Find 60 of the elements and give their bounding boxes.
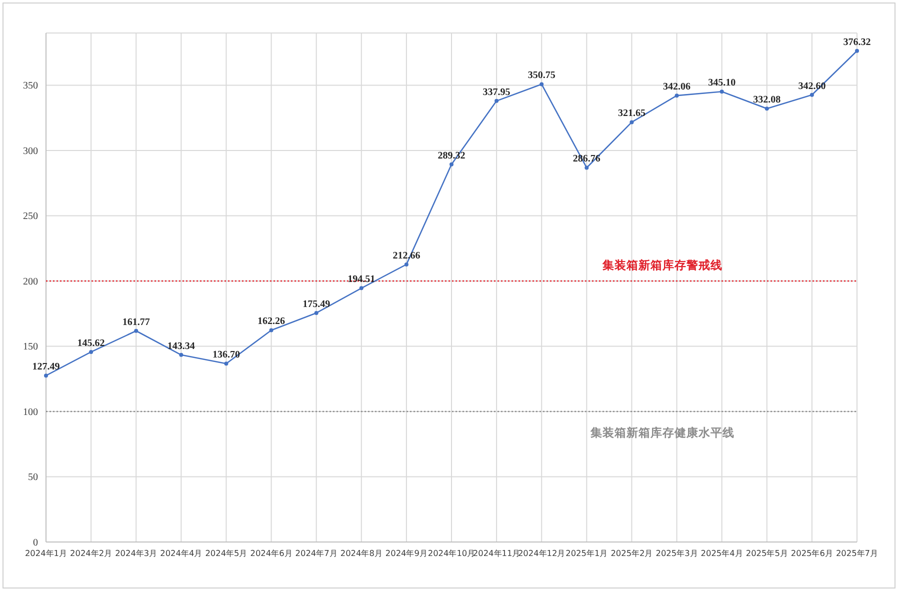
data-label: 345.10 <box>708 78 736 89</box>
y-tick-label: 250 <box>23 211 38 222</box>
point <box>359 286 364 290</box>
x-tick-label: 2024年6月 <box>250 548 292 558</box>
data-label: 376.32 <box>843 36 871 48</box>
x-tick-label: 2025年3月 <box>656 548 698 558</box>
point <box>134 328 138 333</box>
y-tick-label: 350 <box>23 80 38 92</box>
ref-line-label: 集装箱新箱库存警戒线 <box>601 258 722 272</box>
x-tick-label: 2024年12月 <box>518 548 566 558</box>
x-tick-label: 2025年5月 <box>746 548 788 558</box>
point <box>404 262 408 266</box>
y-tick-label: 150 <box>23 342 38 353</box>
x-tick-label: 2024年9月 <box>385 548 428 558</box>
ref-line-label: 集装箱新箱库存健康水平线 <box>589 425 734 440</box>
point <box>179 352 184 357</box>
data-label: 337.95 <box>482 86 510 98</box>
data-label: 127.49 <box>32 362 60 373</box>
data-label: 350.75 <box>528 70 556 82</box>
data-label: 342.06 <box>663 82 691 93</box>
point <box>584 166 589 170</box>
point <box>269 328 274 332</box>
point <box>540 82 544 86</box>
x-tick-label: 2025年6月 <box>790 548 833 558</box>
x-tick-label: 2024年1月 <box>24 548 68 558</box>
point <box>494 98 499 103</box>
y-tick-label: 0 <box>33 538 38 548</box>
point <box>855 48 859 53</box>
y-tick-label: 200 <box>23 276 38 288</box>
data-label: 143.34 <box>167 340 195 352</box>
point <box>450 162 454 166</box>
x-tick-label: 2025年2月 <box>610 548 653 558</box>
data-label: 175.49 <box>302 298 330 310</box>
x-tick-label: 2024年5月 <box>205 548 248 558</box>
y-tick-label: 100 <box>23 406 38 418</box>
x-tick-label: 2024年7月 <box>295 548 338 558</box>
x-tick-label: 2024年2月 <box>70 548 112 558</box>
point <box>810 92 814 97</box>
data-label: 162.26 <box>258 316 286 328</box>
point <box>224 362 228 366</box>
x-tick-label: 2024年3月 <box>115 548 158 558</box>
point <box>89 350 94 354</box>
point <box>720 90 724 94</box>
point <box>764 106 769 111</box>
data-label: 161.77 <box>122 316 150 328</box>
point <box>674 94 679 98</box>
x-tick-label: 2025年1月 <box>566 548 608 558</box>
y-tick-label: 50 <box>28 472 38 484</box>
data-label: 332.08 <box>753 94 781 106</box>
x-tick-label: 2024年4月 <box>160 548 202 558</box>
x-tick-label: 2025年7月 <box>836 548 878 558</box>
y-tick-label: 300 <box>23 146 38 157</box>
point <box>44 374 48 378</box>
point <box>630 120 634 124</box>
data-label: 321.65 <box>618 108 646 120</box>
point <box>314 310 318 315</box>
x-tick-label: 2024年8月 <box>340 548 382 558</box>
x-tick-label: 2025年4月 <box>700 548 743 558</box>
data-label: 145.62 <box>77 338 105 349</box>
data-label: 194.51 <box>348 274 376 286</box>
